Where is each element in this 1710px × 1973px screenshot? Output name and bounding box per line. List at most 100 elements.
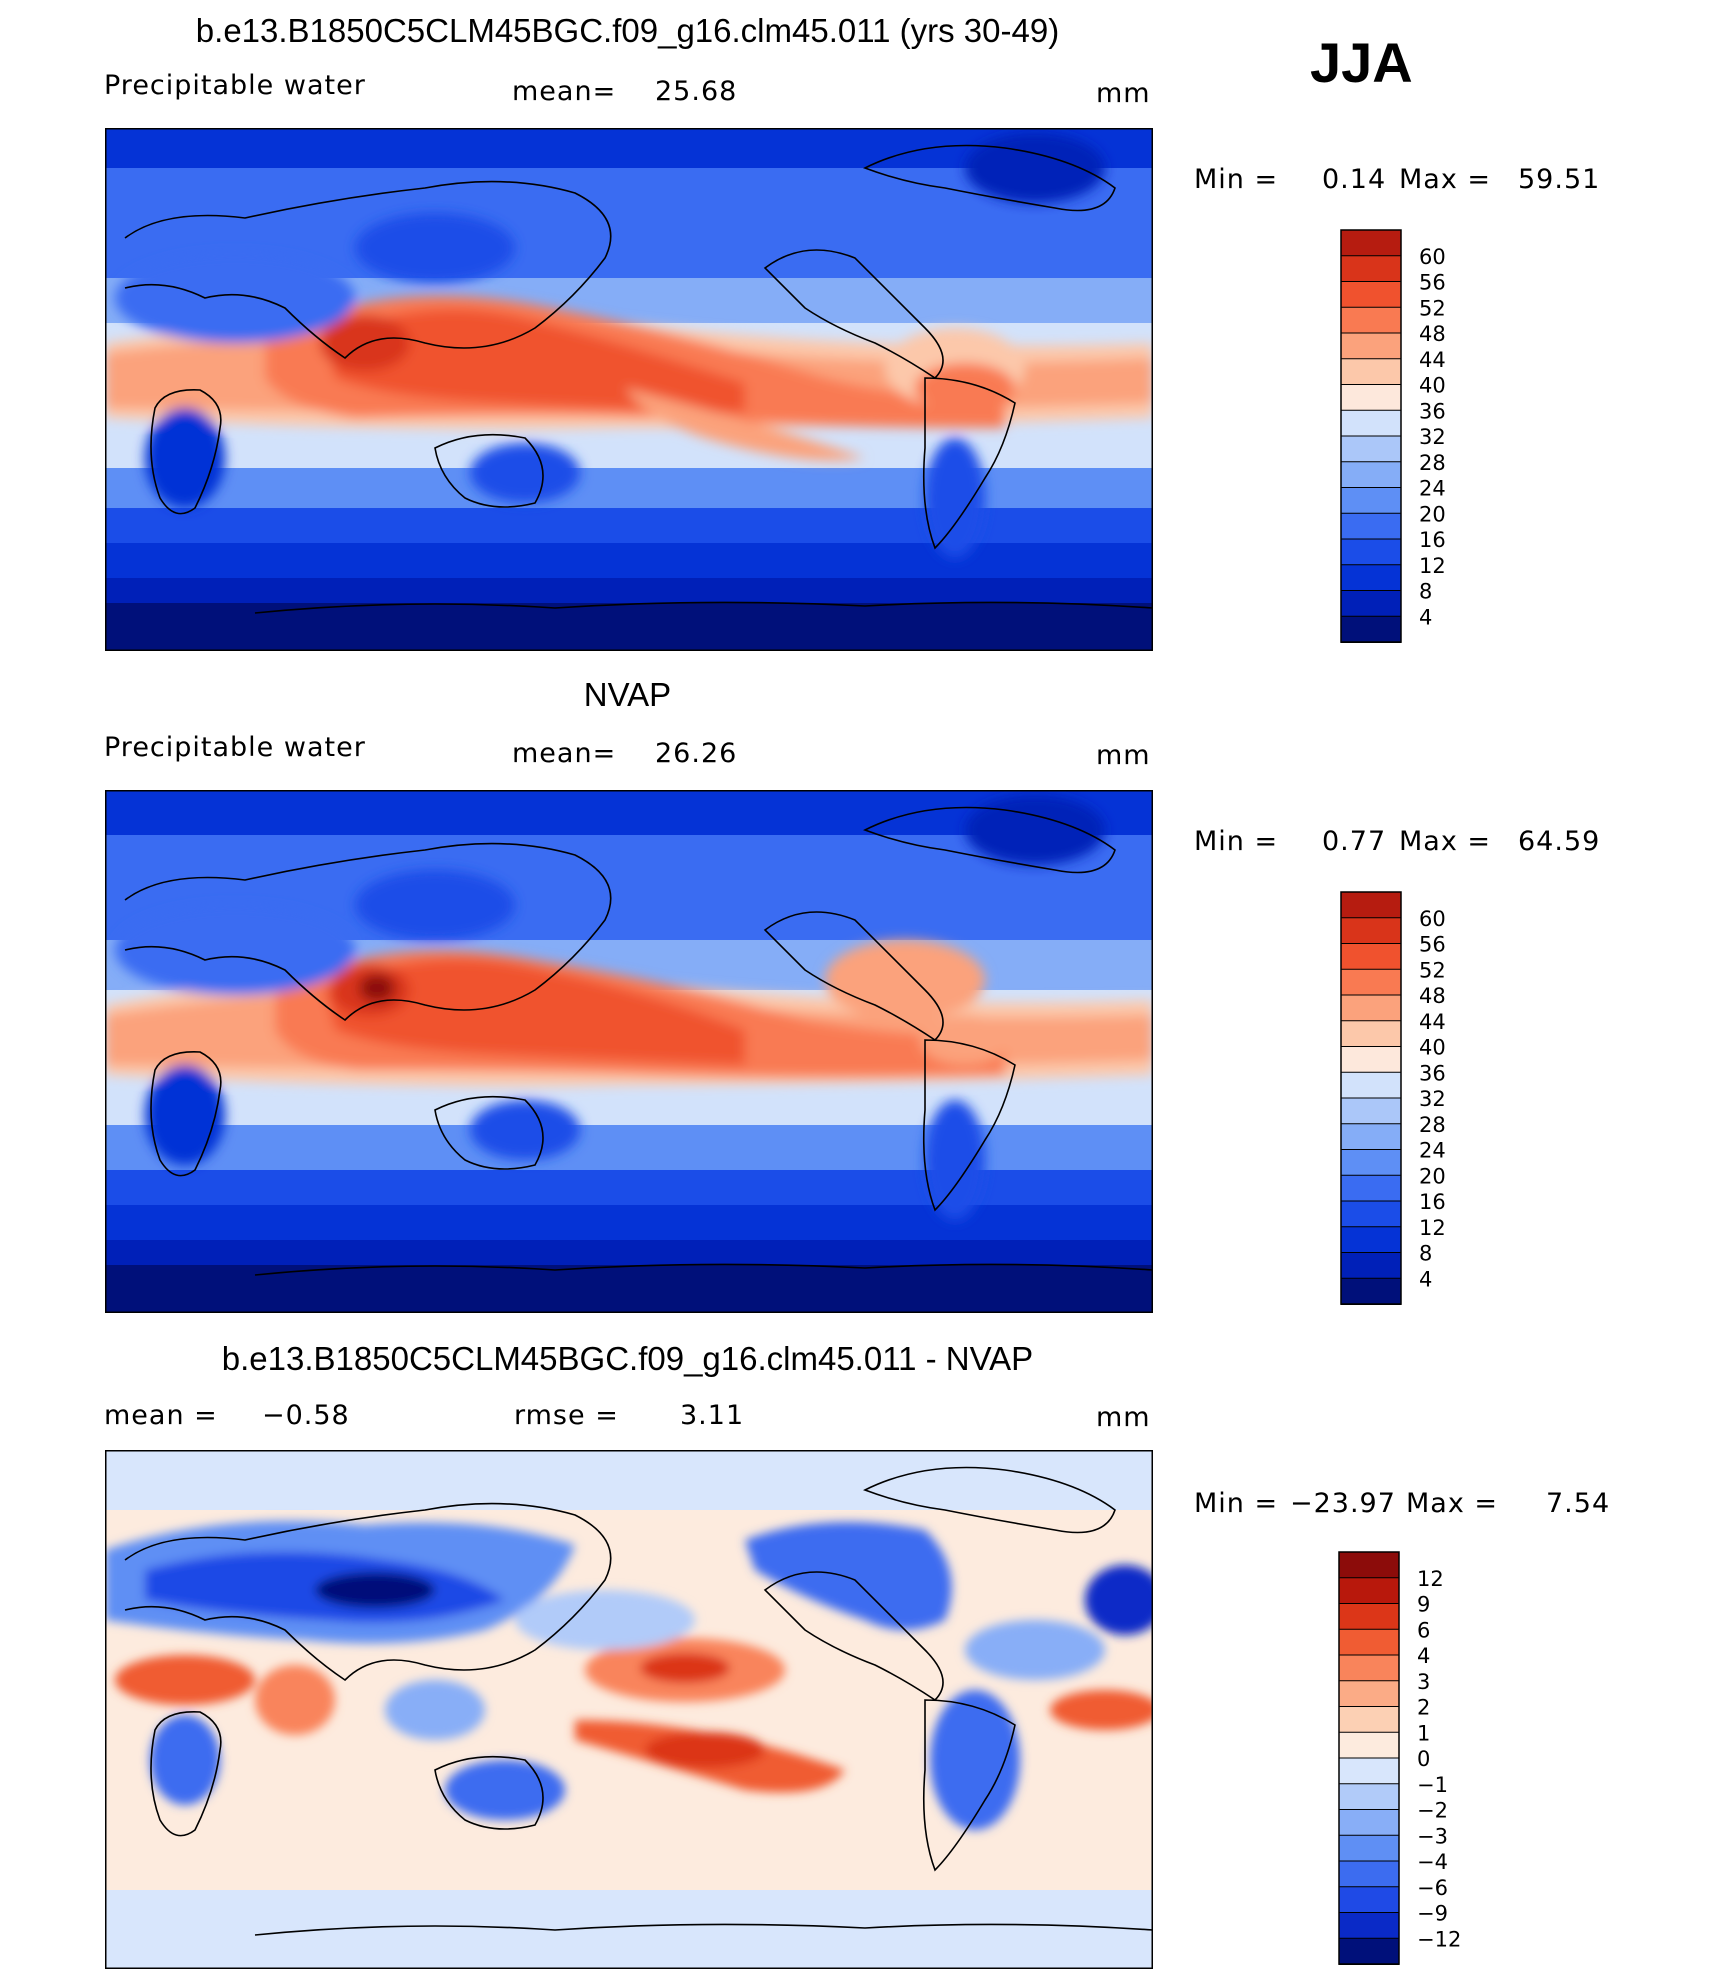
panel-2-colorbar-swatch [1340, 1174, 1402, 1202]
panel-3-map [105, 1450, 1153, 1969]
panel-1-colorbar-tick-label: 8 [1419, 580, 1432, 604]
panel-2-colorbar-tick-label: 56 [1419, 933, 1446, 957]
panel-3-colorbar-tick-label: −3 [1417, 1824, 1448, 1848]
panel-3-min-value: −23.97 [1290, 1488, 1396, 1519]
panel-3-rmse-value: 3.11 [680, 1400, 745, 1431]
panel-3-colorbar-frame [1338, 1551, 1400, 1965]
panel-3-colorbar-swatch [1338, 1783, 1400, 1811]
panel-1-variable: Precipitable water [104, 70, 366, 101]
panel-3-colorbar-swatch [1338, 1809, 1400, 1837]
panel-1-colorbar-tick-label: 40 [1419, 374, 1446, 398]
panel-2-colorbar-swatch [1340, 994, 1402, 1022]
panel-1-colorbar-swatch [1340, 564, 1402, 592]
panel-3-units: mm [1096, 1402, 1151, 1433]
panel-2-min-label: Min = [1194, 826, 1279, 857]
panel-3-colorbar-tick-label: 6 [1417, 1618, 1430, 1642]
panel-3-colorbar-tick-label: −6 [1417, 1876, 1448, 1900]
panel-3-colorbar-tick-label: 4 [1417, 1644, 1430, 1668]
panel-2-colorbar-swatch [1340, 1200, 1402, 1228]
panel-2-colorbar-frame [1340, 891, 1402, 1305]
panel-1-mean-label: mean= [512, 76, 617, 107]
panel-3-colorbar-tick-label: 2 [1417, 1696, 1430, 1720]
panel-1-colorbar-swatch [1340, 306, 1402, 334]
panel-3-colorbar-tick-label: −12 [1417, 1927, 1461, 1951]
panel-1-colorbar-swatch [1340, 332, 1402, 360]
panel-3-colorbar-swatch [1338, 1706, 1400, 1734]
panel-2-colorbar-tick-label: 36 [1419, 1061, 1446, 1085]
panel-1-max-value: 59.51 [1518, 164, 1601, 195]
panel-2-colorbar-swatch [1340, 1046, 1402, 1074]
panel-2-max-label: Max = [1399, 826, 1492, 857]
panel-2-colorbar-swatch [1340, 1252, 1402, 1280]
panel-2-colorbar-tick-label: 16 [1419, 1190, 1446, 1214]
panel-2-colorbar-swatch [1340, 917, 1402, 945]
panel-1-min-label: Min = [1194, 164, 1279, 195]
panel-3-colorbar-tick-label: −1 [1417, 1773, 1448, 1797]
panel-3-mean-label: mean = [104, 1400, 218, 1431]
panel-2-mean-label: mean= [512, 738, 617, 769]
panel-3-colorbar-swatch [1338, 1603, 1400, 1631]
panel-1-colorbar-swatch [1340, 358, 1402, 386]
panel-2-colorbar-swatch [1340, 1277, 1402, 1305]
panel-1-colorbar-swatch [1340, 409, 1402, 437]
panel-2-colorbar-swatch [1340, 1071, 1402, 1099]
panel-2-colorbar-tick-label: 8 [1419, 1242, 1432, 1266]
panel-3-max-value: 7.54 [1546, 1488, 1611, 1519]
panel-1-colorbar-swatch [1340, 384, 1402, 412]
panel-1-colorbar-tick-label: 56 [1419, 271, 1446, 295]
panel-3-colorbar-swatch [1338, 1731, 1400, 1759]
panel-1-colorbar-tick-label: 44 [1419, 348, 1446, 372]
panel-3-colorbar-swatch [1338, 1551, 1400, 1579]
panel-3-colorbar-tick-label: 12 [1417, 1567, 1444, 1591]
panel-1-colorbar-swatch [1340, 538, 1402, 566]
panel-1-mean-value: 25.68 [655, 76, 738, 107]
panel-2-max-value: 64.59 [1518, 826, 1601, 857]
panel-2-map [105, 790, 1153, 1313]
panel-3-colorbar-swatch [1338, 1937, 1400, 1965]
panel-2-colorbar-tick-label: 28 [1419, 1113, 1446, 1137]
panel-2-colorbar-swatch [1340, 1149, 1402, 1177]
panel-2-mean-value: 26.26 [655, 738, 738, 769]
panel-1-max-label: Max = [1399, 164, 1492, 195]
panel-1-colorbar-swatch [1340, 461, 1402, 489]
panel-1-colorbar-tick-label: 4 [1419, 605, 1432, 629]
panel-1-colorbar-swatch [1340, 590, 1402, 618]
panel-2-units: mm [1096, 740, 1151, 771]
panel-2-colorbar-tick-label: 48 [1419, 984, 1446, 1008]
panel-1-colorbar-swatch [1340, 615, 1402, 643]
panel-2-colorbar-tick-label: 12 [1419, 1216, 1446, 1240]
panel-3-mean-value: −0.58 [262, 1400, 350, 1431]
panel-3-colorbar-swatch [1338, 1628, 1400, 1656]
panel-1-colorbar-tick-label: 12 [1419, 554, 1446, 578]
panel-3-max-label: Max = [1406, 1488, 1499, 1519]
panel-1-map [105, 128, 1153, 651]
panel-1-min-value: 0.14 [1322, 164, 1387, 195]
panel-1-colorbar-tick-label: 28 [1419, 451, 1446, 475]
panel-1-units: mm [1096, 78, 1151, 109]
panel-2-colorbar-tick-label: 52 [1419, 958, 1446, 982]
panel-2-colorbar-swatch [1340, 968, 1402, 996]
panel-3-colorbar-tick-label: 1 [1417, 1721, 1430, 1745]
panel-3-colorbar-tick-label: 3 [1417, 1670, 1430, 1694]
panel-3-colorbar-swatch [1338, 1577, 1400, 1605]
panel-3-colorbar-tick-label: −2 [1417, 1799, 1448, 1823]
panel-1-colorbar-frame [1340, 229, 1402, 643]
panel-3-min-label: Min = [1194, 1488, 1279, 1519]
panel-2-colorbar-swatch [1340, 891, 1402, 919]
panel-2-colorbar-tick-label: 44 [1419, 1010, 1446, 1034]
panel-2-title: NVAP [583, 676, 672, 713]
panel-3-colorbar-swatch [1338, 1757, 1400, 1785]
panel-3-colorbar-tick-label: 0 [1417, 1747, 1430, 1771]
panel-1-colorbar-tick-label: 24 [1419, 477, 1446, 501]
panel-1-title: b.e13.B1850C5CLM45BGC.f09_g16.clm45.011 … [195, 12, 1060, 49]
panel-3-title: b.e13.B1850C5CLM45BGC.f09_g16.clm45.011 … [221, 1340, 1034, 1377]
panel-2-colorbar-swatch [1340, 1123, 1402, 1151]
panel-1-colorbar-tick-label: 36 [1419, 399, 1446, 423]
panel-1-colorbar-swatch [1340, 487, 1402, 515]
panel-3-colorbar-swatch [1338, 1834, 1400, 1862]
panel-3-colorbar-swatch [1338, 1654, 1400, 1682]
panel-2-colorbar-tick-label: 4 [1419, 1267, 1432, 1291]
panel-2-colorbar-swatch [1340, 1097, 1402, 1125]
